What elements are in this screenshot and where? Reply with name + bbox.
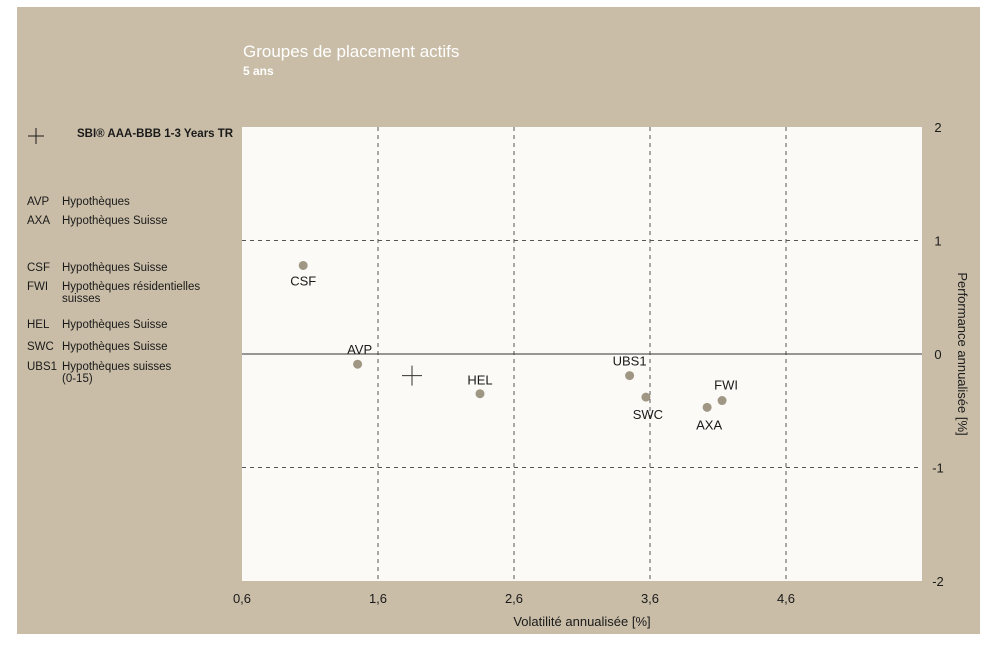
reference-legend-entry: SBI® AAA-BBB 1-3 Years TR: [25, 127, 240, 163]
legend-description: Hypothèques Suisse: [62, 215, 168, 227]
legend-code: SWC: [27, 341, 54, 353]
data-point: [625, 371, 635, 381]
data-point-label: HEL: [467, 373, 492, 388]
data-point-label: CSF: [290, 273, 316, 288]
legend-description: Hypothèques résidentielles suisses: [62, 281, 201, 305]
data-point-label: FWI: [714, 378, 738, 393]
data-point-label: UBS1: [613, 354, 647, 369]
data-point: [475, 389, 485, 399]
data-point-label: AVP: [347, 342, 372, 357]
data-point: [702, 402, 712, 412]
legend-code: FWI: [27, 281, 49, 293]
reference-label: SBI® AAA-BBB 1-3 Years TR: [77, 128, 234, 140]
x-tick-label: 4,6: [777, 591, 795, 606]
legend-code: AVP: [27, 196, 50, 208]
y-tick-label: 1: [934, 234, 941, 249]
legend-description: Hypothèques Suisse: [62, 341, 168, 353]
data-point: [641, 392, 651, 402]
y-axis-label: Performance annualisée [%]: [955, 272, 970, 435]
legend-code: HEL: [27, 319, 50, 331]
legend-description: Hypothèques Suisse: [62, 319, 168, 331]
data-point-label: AXA: [696, 417, 722, 432]
chart-subtitle: 5 ans: [243, 64, 274, 78]
plus-icon: [28, 128, 44, 144]
data-point-label: SWC: [633, 407, 663, 422]
data-point: [353, 359, 363, 369]
y-tick-label: 2: [934, 120, 941, 135]
legend-description: Hypothèques Suisse: [62, 262, 168, 274]
x-tick-label: 1,6: [369, 591, 387, 606]
y-tick-label: -2: [932, 574, 944, 589]
grid: [242, 127, 922, 581]
reference-point-marker: [402, 365, 422, 386]
data-points: CSF AVP HEL UBS1 SWC FWI AXA: [290, 260, 738, 432]
legend-description: Hypothèques suisses (0-15): [62, 361, 172, 385]
tick-labels: 0,6 1,6 2,6 3,6 4,6 2 1 0 -1 -2: [233, 120, 944, 606]
data-point: [717, 396, 727, 406]
x-tick-label: 0,6: [233, 591, 251, 606]
y-tick-label: -1: [932, 461, 944, 476]
legend-code: CSF: [27, 262, 50, 274]
legend-code: AXA: [27, 215, 51, 227]
legend-code: UBS1: [27, 361, 58, 373]
legend-description: Hypothèques: [62, 196, 130, 208]
chart-title: Groupes de placement actifs: [243, 42, 460, 61]
x-tick-label: 3,6: [641, 591, 659, 606]
y-tick-label: 0: [934, 347, 941, 362]
x-tick-label: 2,6: [505, 591, 523, 606]
data-point: [298, 260, 308, 270]
x-axis-label: Volatilité annualisée [%]: [513, 614, 650, 629]
